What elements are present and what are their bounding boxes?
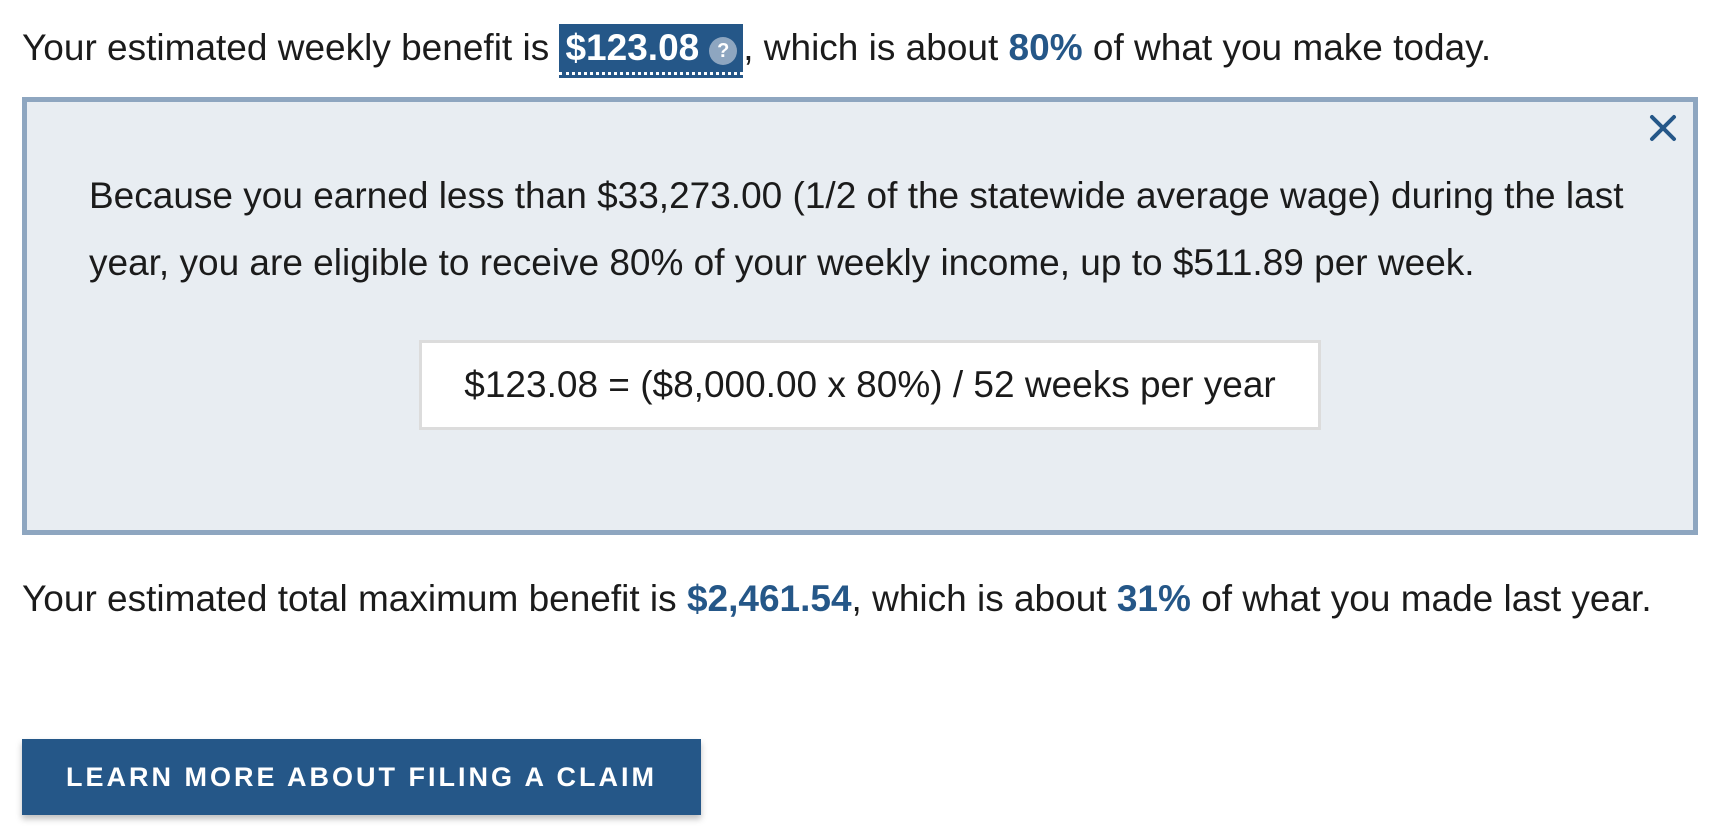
weekly-benefit-tooltip-toggle[interactable]: $123.08? (559, 24, 744, 75)
question-circle-icon: ? (709, 37, 738, 65)
weekly-benefit-amount: $123.08 (565, 27, 700, 68)
weekly-benefit-suffix: of what you make today. (1082, 27, 1492, 68)
weekly-benefit-percent: 80% (1008, 27, 1083, 68)
total-benefit-middle: , which is about (851, 578, 1117, 619)
eligibility-explanation: Because you earned less than $33,273.00 … (89, 175, 1624, 283)
weekly-benefit-prefix: Your estimated weekly benefit is (22, 27, 560, 68)
benefit-formula: $123.08 = ($8,000.00 x 80%) / 52 weeks p… (419, 340, 1321, 430)
total-benefit-percent: 31% (1116, 578, 1191, 619)
total-benefit-suffix: of what you made last year. (1190, 578, 1652, 619)
weekly-benefit-sentence: Your estimated weekly benefit is $123.08… (22, 20, 1491, 76)
weekly-benefit-middle: , which is about (743, 27, 1009, 68)
total-benefit-amount: $2,461.54 (686, 578, 852, 619)
benefit-explanation-panel: Because you earned less than $33,273.00 … (22, 97, 1698, 535)
close-icon (1645, 110, 1681, 146)
learn-more-filing-claim-button[interactable]: LEARN MORE ABOUT FILING A CLAIM (22, 739, 701, 815)
close-explanation-button[interactable] (1645, 110, 1681, 146)
total-benefit-sentence: Your estimated total maximum benefit is … (22, 565, 1702, 632)
total-benefit-prefix: Your estimated total maximum benefit is (22, 578, 687, 619)
